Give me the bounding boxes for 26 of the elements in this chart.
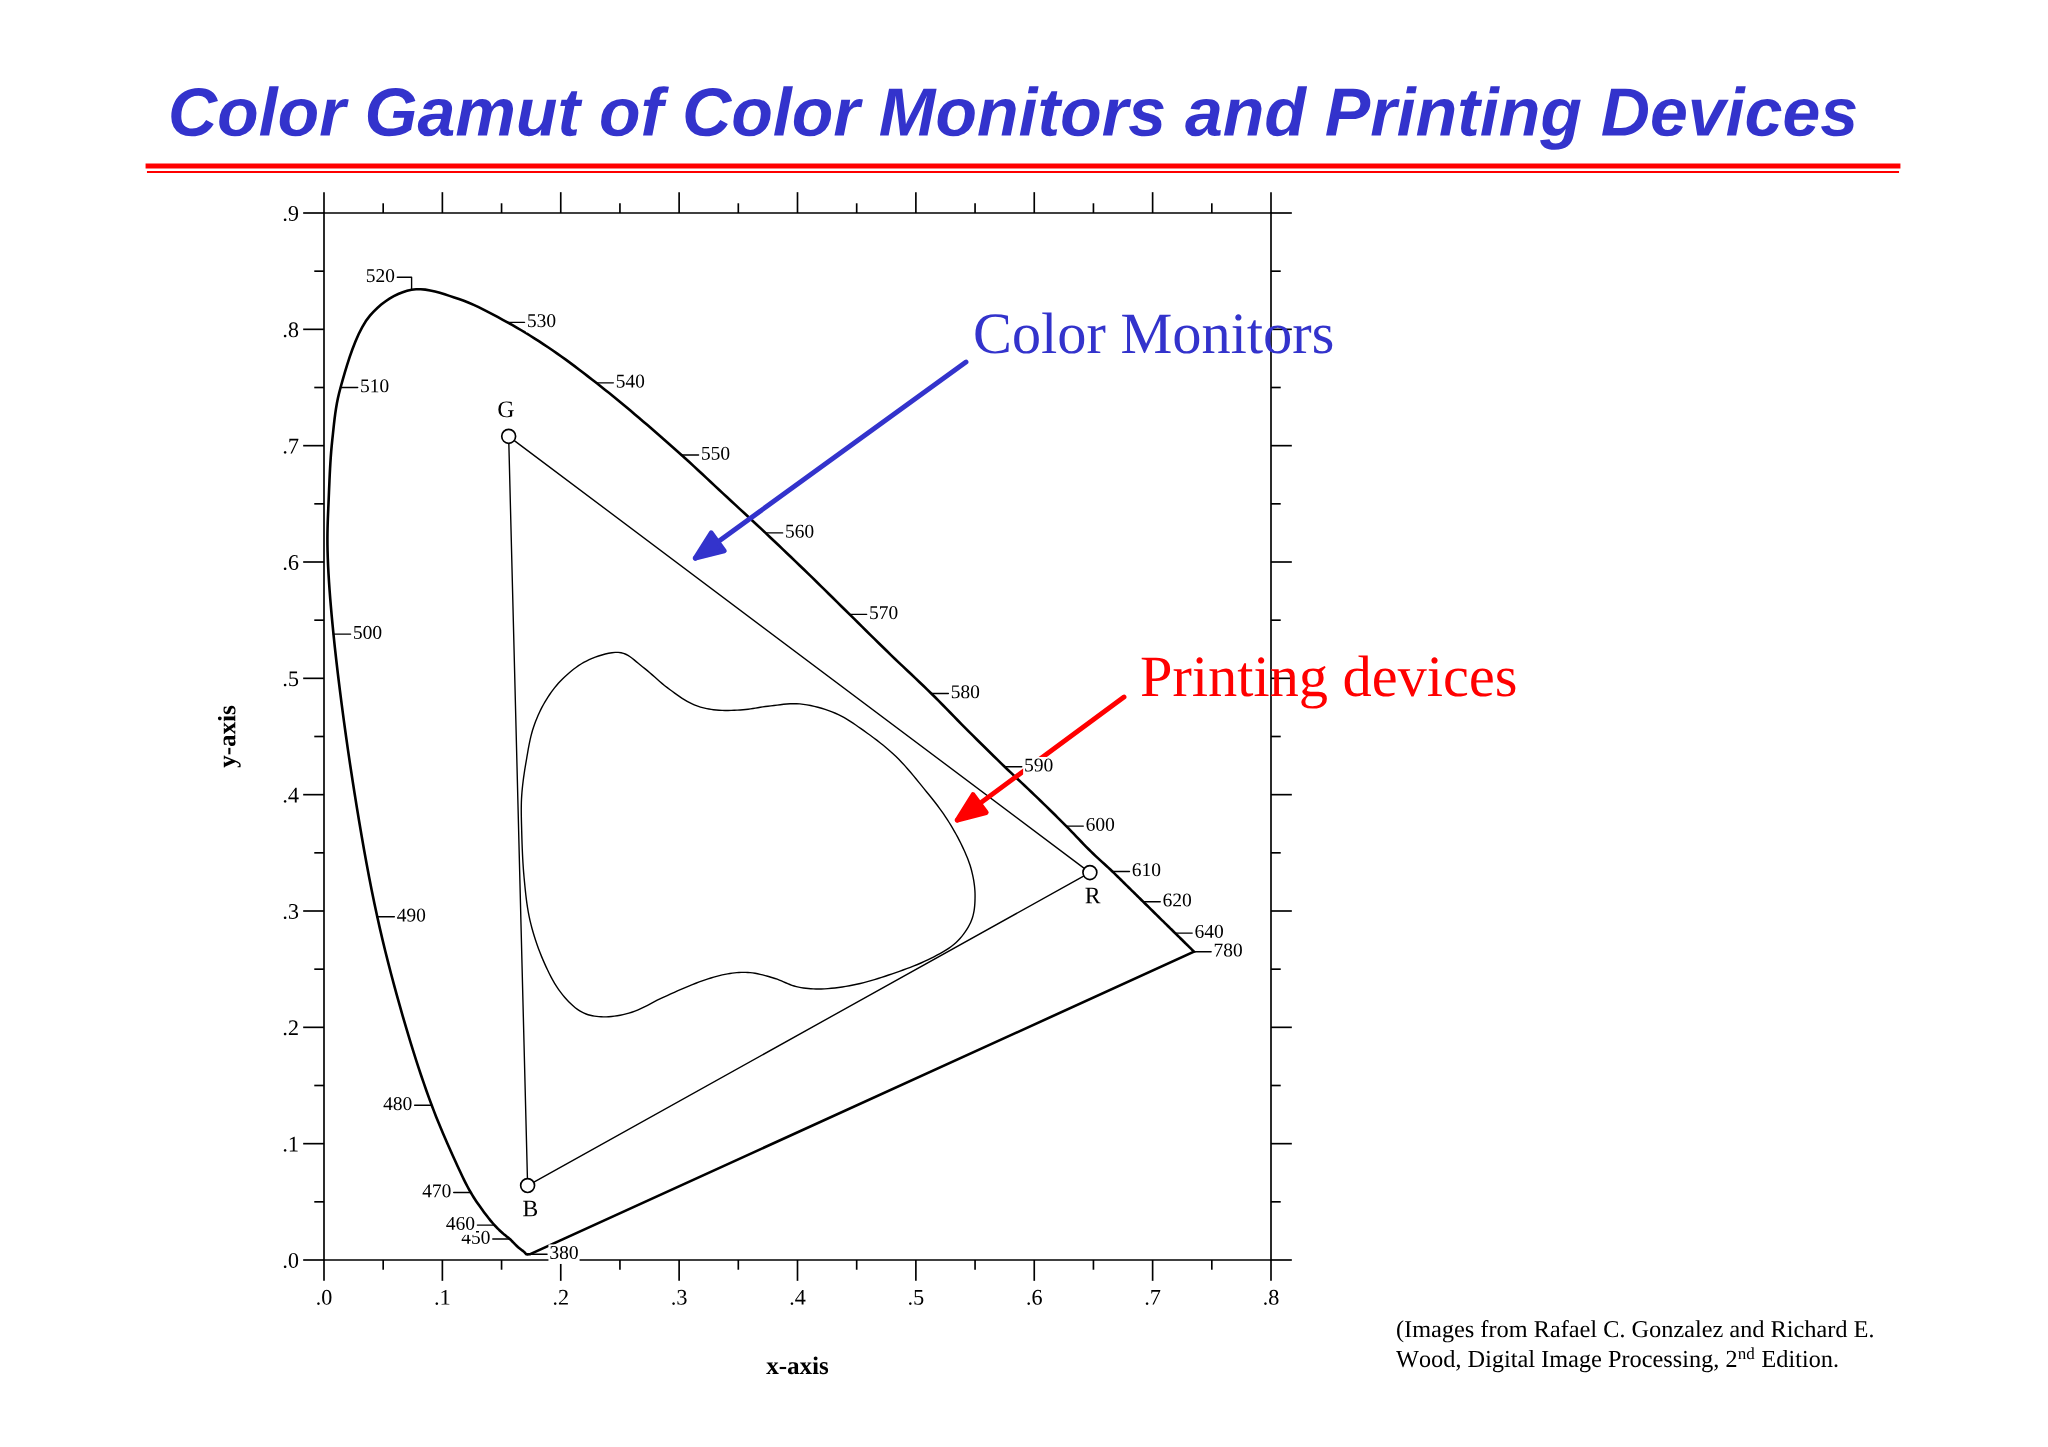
y-tick-label: .4	[283, 787, 299, 803]
text: (Images from Rafael C. Gonzalez and Richard E. Wood, Digital Image Processing, 2$^{nd}$ Edition.	[1396, 1320, 1873, 1373]
x-tick-label: .1	[435, 1289, 450, 1305]
chart-title: Color Gamut of Color Monitors and Printing Devices	[171, 86, 1856, 150]
x-tick-label: .0	[317, 1289, 332, 1305]
x-tick-label: .8	[1264, 1289, 1279, 1305]
y-tick-label: .9	[283, 205, 299, 222]
y-tick-label: .5	[283, 671, 299, 687]
annotation: 520	[366, 269, 395, 283]
x-tick-label: .7	[1145, 1290, 1161, 1305]
y-tick-label: .2	[283, 1020, 298, 1036]
annotation: 780	[1214, 943, 1242, 957]
x-tick-label: .6	[1027, 1289, 1042, 1305]
y-tick-label: .7	[283, 438, 299, 454]
y-axis-title: y-axis	[217, 705, 241, 768]
x-axis-title: x-axis	[766, 1356, 829, 1375]
annotation: 640	[1195, 924, 1223, 938]
x-tick-label: .2	[553, 1289, 568, 1305]
y-tick-label: .8	[283, 322, 299, 338]
y-tick-label: .0	[283, 1252, 299, 1269]
y-tick-label: .1	[283, 1136, 298, 1152]
y-tick-label: .6	[283, 554, 299, 571]
x-tick-label: .4	[790, 1289, 806, 1305]
x-tick-label: .3	[672, 1289, 687, 1305]
y-tick-label: .3	[283, 903, 299, 920]
x-tick-label: .5	[909, 1290, 924, 1305]
